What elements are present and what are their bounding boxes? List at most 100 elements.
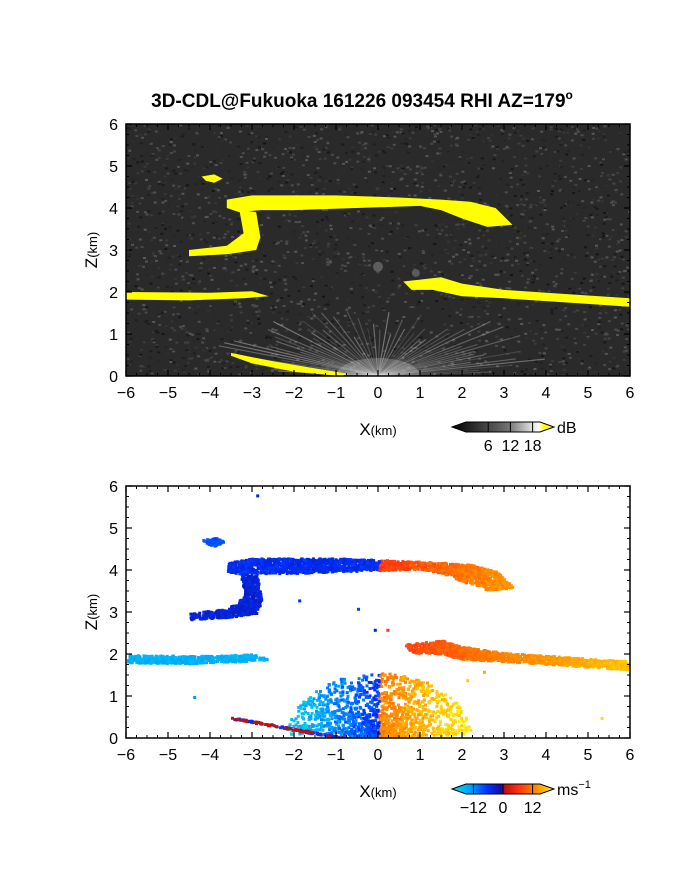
noise-speck: [183, 356, 187, 359]
noise-speck: [569, 179, 573, 182]
noise-speck: [550, 312, 554, 315]
noise-speck: [521, 174, 525, 176]
velocity-pixel: [474, 570, 477, 574]
noise-speck: [293, 341, 297, 344]
velocity-pixel: [505, 587, 508, 591]
noise-speck: [131, 243, 134, 246]
noise-speck: [420, 320, 424, 323]
noise-speck: [129, 313, 133, 316]
noise-speck: [164, 248, 168, 250]
noise-speck: [435, 300, 439, 303]
noise-speck: [322, 359, 325, 362]
noise-speck: [590, 201, 594, 204]
velocity-pixel: [460, 563, 464, 567]
noise-speck: [229, 253, 233, 256]
noise-speck: [574, 342, 578, 345]
noise-speck: [484, 253, 488, 256]
noise-speck: [576, 130, 580, 133]
noise-speck: [617, 132, 621, 135]
velocity-pixel: [482, 574, 486, 578]
noise-speck: [273, 271, 277, 273]
noise-speck: [450, 304, 454, 307]
noise-speck: [533, 342, 537, 345]
noise-speck: [614, 188, 618, 191]
noise-speck: [626, 150, 630, 153]
noise-speck: [344, 265, 347, 267]
noise-speck: [538, 351, 542, 354]
velocity-pixel: [324, 570, 328, 574]
noise-speck: [573, 337, 577, 340]
noise-speck: [161, 210, 165, 213]
noise-speck: [134, 319, 138, 322]
noise-speck: [547, 290, 551, 293]
noise-speck: [275, 242, 279, 245]
noise-speck: [501, 130, 505, 133]
noise-speck: [400, 339, 404, 342]
noise-speck: [246, 147, 250, 150]
noise-speck: [486, 304, 490, 307]
noise-speck: [127, 290, 130, 292]
noise-speck: [220, 338, 224, 341]
velocity-pixel: [360, 565, 364, 569]
noise-speck: [430, 254, 434, 257]
noise-speck: [160, 262, 164, 265]
noise-speck: [364, 177, 368, 179]
noise-speck: [173, 245, 176, 247]
noise-speck: [171, 255, 175, 258]
noise-speck: [599, 161, 603, 164]
noise-speck: [403, 352, 407, 355]
noise-speck: [462, 218, 466, 221]
noise-speck: [500, 338, 504, 341]
noise-speck: [143, 279, 147, 281]
noise-speck: [612, 367, 616, 370]
noise-speck: [315, 132, 319, 135]
velocity-pixel: [482, 569, 486, 573]
noise-speck: [206, 358, 210, 361]
noise-speck: [347, 213, 351, 216]
velocity-pixel: [327, 568, 331, 572]
noise-speck: [244, 365, 248, 367]
noise-speck: [484, 301, 487, 304]
noise-speck: [186, 219, 190, 222]
noise-speck: [328, 260, 332, 263]
noise-speck: [625, 324, 629, 327]
noise-speck: [308, 348, 312, 351]
snr-colorbar-ticks: 6 12 18: [484, 422, 542, 455]
noise-speck: [133, 197, 137, 200]
velocity-pixel: [358, 560, 362, 564]
noise-speck: [235, 192, 239, 195]
noise-speck: [478, 282, 481, 284]
noise-speck: [397, 222, 401, 225]
velocity-pixel: [238, 572, 242, 576]
noise-speck: [600, 258, 604, 261]
noise-speck: [186, 217, 190, 220]
near-field-ray: [377, 335, 521, 376]
noise-speck: [470, 152, 474, 155]
noise-speck: [323, 262, 327, 265]
noise-speck: [157, 182, 161, 185]
noise-speck: [294, 277, 298, 280]
noise-speck: [482, 164, 486, 166]
noise-speck: [302, 231, 306, 234]
near-field-ray: [377, 361, 471, 376]
noise-speck: [202, 337, 206, 340]
y-tick-label: 3: [109, 243, 118, 260]
noise-speck: [408, 145, 412, 148]
noise-speck: [460, 193, 464, 196]
snr-colorbar-bar: [450, 421, 556, 433]
noise-speck: [468, 353, 472, 356]
noise-speck: [431, 160, 435, 163]
noise-speck: [231, 271, 235, 274]
velocity-pixel: [243, 582, 247, 586]
velocity-pixel: [208, 616, 212, 620]
noise-speck: [509, 214, 513, 217]
noise-speck: [534, 268, 538, 271]
noise-speck: [339, 330, 342, 333]
noise-speck: [197, 355, 201, 358]
noise-speck: [603, 218, 607, 221]
velocity-pixel: [415, 567, 419, 571]
velocity-pixel: [503, 585, 507, 589]
noise-speck: [254, 132, 258, 135]
noise-speck: [538, 196, 542, 199]
noise-speck: [385, 165, 389, 168]
